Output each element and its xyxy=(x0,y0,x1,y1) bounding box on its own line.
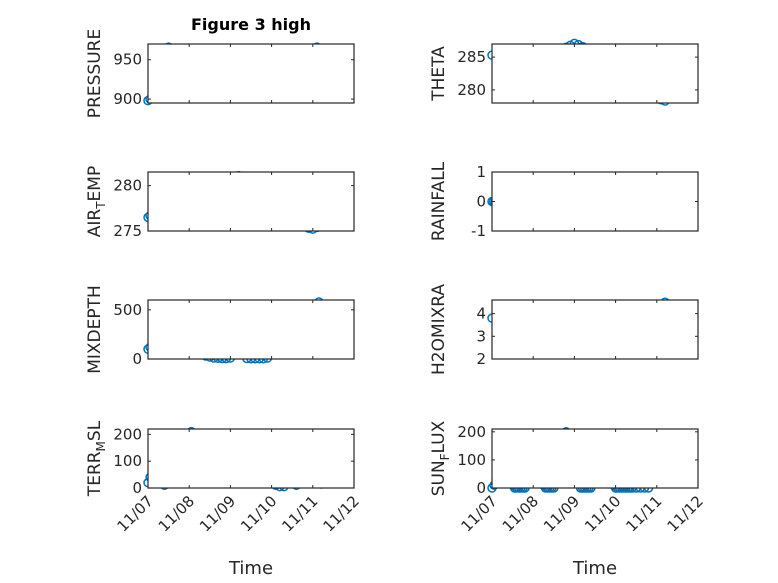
h2omixra-y-tick-label: 3 xyxy=(476,327,486,345)
rainfall-panel: -1 0 1 RAINFALL xyxy=(429,161,699,241)
terr-msl-x-tick-label: 11/11 xyxy=(278,492,321,535)
terr-msl-y-tick-label: 200 xyxy=(113,425,142,443)
terr-msl-x-tick-label: 11/07 xyxy=(114,492,157,535)
mixdepth-panel: 0 500 MIXDEPTH xyxy=(85,285,355,374)
pressure-y-tick-label: 950 xyxy=(113,51,142,69)
terr-msl-panel: 0 100 200 TERRMSL 11/0711/0811/0911/1011/111… xyxy=(85,420,363,579)
air-temp-panel: 275 280 AIRTEMP xyxy=(85,166,355,240)
theta-axes-frame xyxy=(491,43,699,104)
air-temp-y-axis-label: AIRTEMP xyxy=(85,166,108,237)
theta-panel: 280 285 THETA xyxy=(429,38,699,106)
sun-flux-x-tick-label: 11/12 xyxy=(664,492,707,535)
rainfall-axes-frame xyxy=(491,171,699,232)
terr-msl-x-tick-label: 11/08 xyxy=(155,492,198,535)
sun-flux-y-tick-label: 200 xyxy=(457,423,486,441)
sun-flux-x-tick-label: 11/07 xyxy=(458,492,501,535)
sun-flux-axes-frame xyxy=(491,428,699,489)
mixdepth-y-tick-label: 500 xyxy=(113,301,142,319)
sun-flux-y-tick-label: 100 xyxy=(457,451,486,469)
pressure-axes-frame xyxy=(147,43,355,104)
sun-flux-y-tick-label: 0 xyxy=(476,479,486,497)
rainfall-y-tick-label: 1 xyxy=(476,163,486,181)
pressure-panel: 900 950 PRESSURE xyxy=(85,29,355,118)
sun-flux-x-tick-label: 11/10 xyxy=(581,492,624,535)
terr-msl-axes-frame xyxy=(147,428,355,489)
theta-y-axis-label: THETA xyxy=(429,46,449,102)
sun-flux-x-tick-label: 11/08 xyxy=(499,492,542,535)
air-temp-y-tick-label: 280 xyxy=(113,177,142,195)
figure-title: Figure 3 high xyxy=(191,15,311,34)
terr-msl-y-tick-label: 0 xyxy=(132,479,142,497)
h2omixra-y-tick-label: 4 xyxy=(476,305,486,323)
sun-flux-y-axis-label: SUNFLUX xyxy=(429,420,452,496)
pressure-y-axis-label: PRESSURE xyxy=(85,29,105,118)
h2omixra-axes-frame xyxy=(491,299,699,360)
theta-y-tick-label: 285 xyxy=(457,48,486,66)
air-temp-axes-frame xyxy=(147,171,355,232)
rainfall-y-axis-label: RAINFALL xyxy=(429,161,449,241)
sun-flux-x-tick-label: 11/11 xyxy=(622,492,665,535)
sun-flux-panel: 0 100 200 SUNFLUX 11/0711/0811/0911/1011/111… xyxy=(429,420,707,579)
mixdepth-axes-frame xyxy=(147,299,355,360)
air-temp-y-tick-label: 275 xyxy=(113,222,142,240)
rainfall-y-tick-label: 0 xyxy=(476,193,486,211)
h2omixra-panel: 2 3 4 H2OMIXRA xyxy=(429,284,699,375)
terr-msl-x-tick-label: 11/10 xyxy=(237,492,280,535)
terr-msl-y-axis-label: TERRMSL xyxy=(85,420,108,497)
terr-msl-x-tick-label: 11/09 xyxy=(196,492,239,535)
sun-flux-x-tick-label: 11/09 xyxy=(540,492,583,535)
h2omixra-y-tick-label: 2 xyxy=(476,350,486,368)
theta-y-tick-label: 280 xyxy=(457,81,486,99)
rainfall-y-tick-label: -1 xyxy=(471,222,486,240)
mixdepth-y-tick-label: 0 xyxy=(132,350,142,368)
h2omixra-y-axis-label: H2OMIXRA xyxy=(429,284,449,375)
pressure-y-tick-label: 900 xyxy=(113,90,142,108)
terr-msl-x-tick-label: 11/12 xyxy=(320,492,363,535)
terr-msl-x-axis-label: Time xyxy=(228,558,273,579)
terr-msl-y-tick-label: 100 xyxy=(113,452,142,470)
mixdepth-y-axis-label: MIXDEPTH xyxy=(85,285,105,374)
sun-flux-x-axis-label: Time xyxy=(572,558,617,579)
